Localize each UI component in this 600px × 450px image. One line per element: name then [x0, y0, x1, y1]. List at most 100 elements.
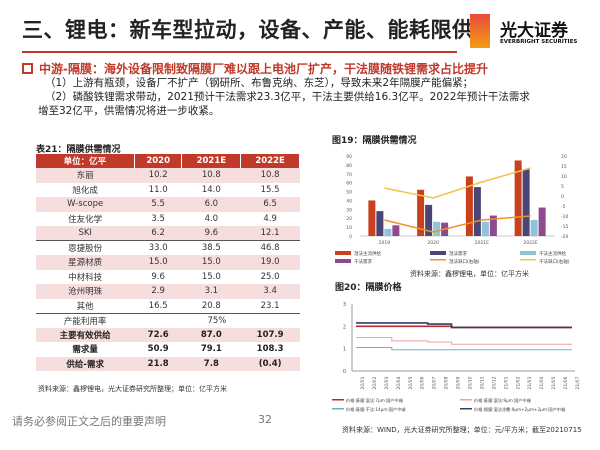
table-cell: 9.6 — [181, 226, 241, 241]
bullet-icon — [22, 63, 33, 74]
table-row: 沧州明珠 2.9 3.1 3.4 — [36, 284, 300, 299]
y2-tick-label: 5 — [561, 184, 564, 190]
x-tick-label: 21/06 — [563, 376, 569, 389]
bar — [465, 176, 473, 236]
y2-tick-label: -10 — [561, 214, 568, 220]
bar — [376, 211, 384, 236]
table-cell: 沧州明珠 — [36, 284, 135, 299]
x-tick-label: 20/09 — [456, 376, 462, 389]
table-cell: 21.8 — [134, 356, 182, 371]
table-cell: 其他 — [76, 301, 94, 312]
paragraph-2: （2）磷酸铁锂需求带动，2021预计干法需求23.3亿平，干法主要供给16.3亿… — [45, 91, 530, 103]
bar — [417, 189, 425, 236]
table-row: 其他 16.5 20.8 23.1 — [36, 299, 300, 314]
chart20-source: 资料来源：WIND，光大证券研究所整理；单位：元/平方米；截至20210715 — [342, 426, 582, 434]
legend-label: 湿法缺口(右轴) — [449, 258, 480, 265]
table-cell: 23.1 — [260, 300, 280, 311]
table-cell: 供给-需求 — [36, 356, 135, 371]
y-tick-label: 10 — [346, 225, 352, 231]
bar — [530, 220, 538, 236]
table-cell: 10.2 — [134, 168, 182, 183]
y2-tick-label: 20 — [561, 154, 567, 160]
logo-mark-icon — [470, 14, 490, 48]
bar — [392, 225, 400, 236]
supply-demand-table: 单位：亿平 2020 2021E 2022E 东丽 10.2 10.8 10.8 旭化成 11.… — [36, 154, 300, 371]
table-cell: 产能利用率 — [36, 312, 135, 328]
x-tick-label: 20/07 — [432, 376, 438, 389]
y-tick-label: 50 — [346, 190, 352, 196]
table-row: SKI 6.2 9.6 12.1 — [36, 226, 300, 241]
table-row: 星源材质 15.0 15.0 19.0 — [36, 255, 300, 270]
table-cell: 33.0 — [134, 240, 182, 255]
footer-disclaimer: 请务必参阅正文之后的重要声明 — [12, 415, 166, 428]
table-cell: 住友化学 — [68, 214, 103, 225]
legend-swatch — [430, 259, 446, 261]
bar — [489, 215, 497, 236]
legend-swatch — [335, 251, 351, 255]
table-cell: 旭化成 — [72, 185, 98, 196]
table-cell: 79.1 — [200, 344, 222, 355]
table-row: 主要有效供给 72.6 87.0 107.9 — [36, 327, 300, 342]
paragraph-2-cont: 增至32亿平，供需情况将进一步收紧。 — [38, 105, 220, 117]
table-cell: 9.6 — [151, 271, 165, 282]
column-header: 2020 — [134, 154, 183, 168]
table-cell: 3.4 — [240, 284, 300, 299]
table-caption: 表21：隔膜供需情况 — [36, 145, 121, 155]
x-tick-label: 20/05 — [408, 376, 414, 389]
table-cell: (0.4) — [240, 356, 300, 371]
x-tick-label: 21/02 — [515, 376, 521, 389]
table-source: 资料来源：鑫椤锂电，光大证券研究所整理；单位：亿平方米 — [38, 385, 227, 393]
column-header: 2021E — [181, 154, 242, 168]
y2-tick-label: 0 — [561, 194, 564, 200]
series-line — [356, 337, 572, 345]
legend-label: 价格:基膜:干法:14μm:国产中端 — [346, 406, 406, 413]
x-tick-label: 20/02 — [372, 376, 378, 389]
y-tick-label: 40 — [346, 198, 352, 204]
table-cell: 15.0 — [134, 255, 182, 270]
bar — [481, 221, 489, 236]
legend-swatch — [460, 399, 472, 401]
x-tick-label: 20/12 — [491, 376, 497, 389]
y2-tick-label: 10 — [561, 174, 567, 180]
table-cell: 10.8 — [240, 168, 300, 183]
table-cell: 75% — [134, 312, 300, 328]
y2-tick-label: -20 — [561, 234, 568, 240]
y-tick-label: 3 — [343, 302, 346, 308]
paragraph-1: （1）上游有瓶颈，设备厂不扩产（钢研所、布鲁克纳、东芝），导致未来2年隔膜产能偏… — [45, 77, 474, 89]
table-row: 需求量 50.9 79.1 108.3 — [36, 342, 300, 357]
table-cell: 3.1 — [181, 284, 241, 299]
table-row: W-scope 5.5 6.0 6.5 — [36, 197, 300, 212]
table-cell: 4.9 — [263, 213, 277, 224]
chart20-title: 图20：隔膜价格 — [335, 283, 402, 293]
logo-english: EVERBRIGHT SECURITIES — [500, 39, 578, 45]
y2-tick-label: 15 — [561, 164, 567, 170]
table-cell: 15.0 — [201, 271, 221, 282]
x-tick-label: 21/01 — [503, 376, 509, 389]
legend-swatch — [520, 251, 536, 255]
bar — [522, 169, 530, 236]
series-line — [356, 347, 572, 351]
bar — [384, 228, 392, 236]
x-tick-label: 21/03 — [527, 376, 533, 389]
chart20: 0 1 2 3 20/01 20/02 20/03 20/04 20/05 20/06 20/07 2… — [332, 302, 581, 413]
column-header: 2022E — [240, 154, 300, 168]
x-tick-label: 20/08 — [444, 376, 450, 389]
title-divider — [22, 51, 457, 53]
table-cell: 12.1 — [240, 226, 300, 241]
x-tick-label: 2020 — [427, 240, 439, 246]
table-row: 供给-需求 21.8 7.8 (0.4) — [36, 356, 300, 371]
y-tick-label: 60 — [346, 181, 352, 187]
table-cell: 恩捷股份 — [36, 240, 135, 255]
table-cell: 20.8 — [201, 300, 221, 311]
table-cell: 6.2 — [134, 226, 182, 241]
legend-label: 湿法主流供给 — [354, 250, 381, 257]
y-tick-label: 30 — [346, 207, 352, 213]
bar — [473, 187, 481, 236]
table-cell: 16.5 — [148, 300, 168, 311]
series-line — [384, 167, 531, 199]
y-tick-label: 90 — [346, 154, 352, 160]
y-tick-label: 2 — [343, 324, 346, 330]
legend-swatch — [430, 251, 446, 255]
table-row: 住友化学 3.5 4.0 4.9 — [36, 212, 300, 227]
table-cell: 38.5 — [181, 240, 241, 255]
